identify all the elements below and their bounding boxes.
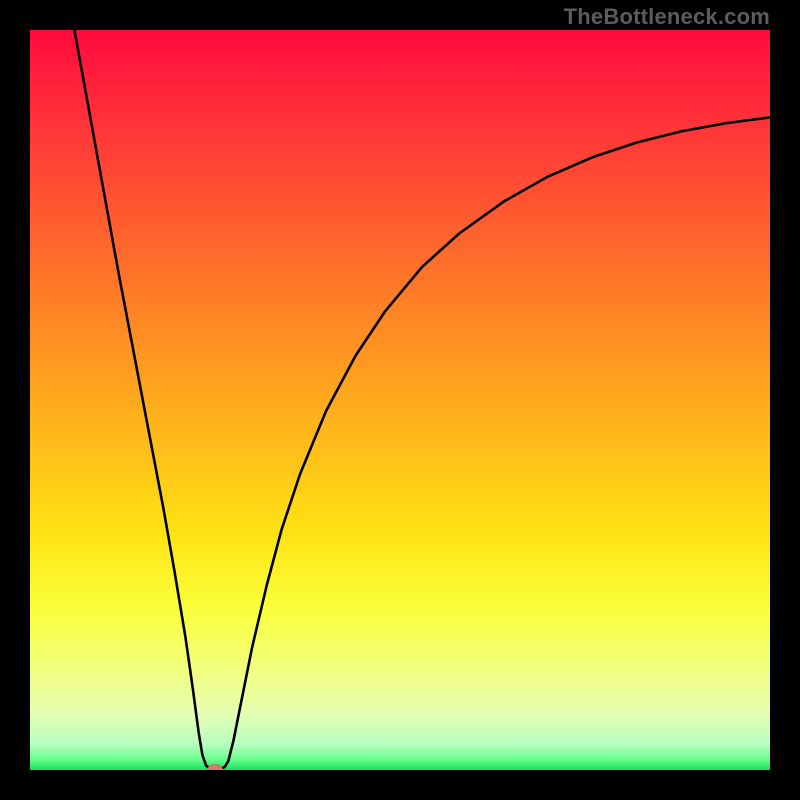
watermark-text: TheBottleneck.com — [564, 4, 770, 30]
chart-frame: TheBottleneck.com — [0, 0, 800, 800]
plot-svg — [30, 30, 770, 770]
plot-area — [30, 30, 770, 770]
gradient-background — [30, 30, 770, 770]
